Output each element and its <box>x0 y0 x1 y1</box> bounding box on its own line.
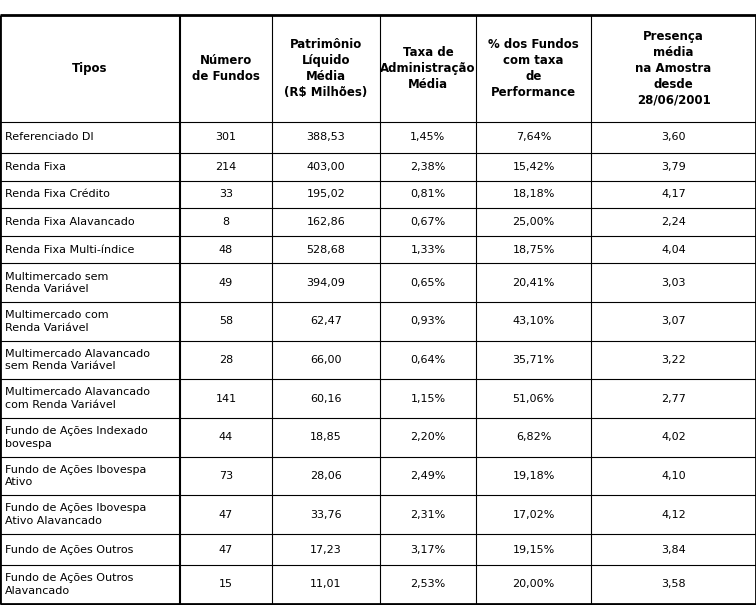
Text: 73: 73 <box>219 471 233 481</box>
Text: 0,64%: 0,64% <box>411 355 445 365</box>
Text: Renda Fixa Alavancado: Renda Fixa Alavancado <box>5 217 134 227</box>
Text: Número
de Fundos: Número de Fundos <box>192 54 260 83</box>
Text: 1,33%: 1,33% <box>411 244 445 255</box>
Text: 6,82%: 6,82% <box>516 433 551 442</box>
Text: 4,12: 4,12 <box>662 509 686 520</box>
Text: 17,02%: 17,02% <box>513 509 555 520</box>
Text: 66,00: 66,00 <box>310 355 342 365</box>
Text: 3,03: 3,03 <box>662 278 686 288</box>
Text: 301: 301 <box>215 132 237 142</box>
Text: 20,41%: 20,41% <box>513 278 555 288</box>
Text: 1,45%: 1,45% <box>411 132 445 142</box>
Text: 4,17: 4,17 <box>662 189 686 200</box>
Text: 394,09: 394,09 <box>306 278 345 288</box>
Text: Multimercado Alavancado
sem Renda Variável: Multimercado Alavancado sem Renda Variáv… <box>5 349 150 371</box>
Text: 18,85: 18,85 <box>310 433 342 442</box>
Text: 0,65%: 0,65% <box>411 278 445 288</box>
Text: Taxa de
Administração
Média: Taxa de Administração Média <box>380 46 476 91</box>
Text: 3,58: 3,58 <box>662 580 686 589</box>
Text: Tipos: Tipos <box>73 62 107 75</box>
Text: 47: 47 <box>219 509 233 520</box>
Text: 2,38%: 2,38% <box>411 162 445 172</box>
Text: Fundo de Ações Outros: Fundo de Ações Outros <box>5 544 133 555</box>
Text: Renda Fixa Crédito: Renda Fixa Crédito <box>5 189 110 200</box>
Text: Multimercado Alavancado
com Renda Variável: Multimercado Alavancado com Renda Variáv… <box>5 387 150 410</box>
Text: 19,18%: 19,18% <box>513 471 555 481</box>
Text: 3,17%: 3,17% <box>411 544 445 555</box>
Text: 3,84: 3,84 <box>662 544 686 555</box>
Text: 3,07: 3,07 <box>662 316 686 327</box>
Text: 33: 33 <box>219 189 233 200</box>
Text: 35,71%: 35,71% <box>513 355 555 365</box>
Text: 3,60: 3,60 <box>662 132 686 142</box>
Text: 528,68: 528,68 <box>306 244 345 255</box>
Text: 15: 15 <box>219 580 233 589</box>
Text: 28: 28 <box>219 355 233 365</box>
Text: 62,47: 62,47 <box>310 316 342 327</box>
Text: 11,01: 11,01 <box>310 580 342 589</box>
Text: Patrimônio
Líquido
Média
(R$ Milhões): Patrimônio Líquido Média (R$ Milhões) <box>284 38 367 99</box>
Text: 2,20%: 2,20% <box>411 433 445 442</box>
Text: 2,53%: 2,53% <box>411 580 445 589</box>
Text: 7,64%: 7,64% <box>516 132 551 142</box>
Text: 388,53: 388,53 <box>306 132 345 142</box>
Text: 1,15%: 1,15% <box>411 394 445 404</box>
Text: Fundo de Ações Ibovespa
Ativo: Fundo de Ações Ibovespa Ativo <box>5 465 146 487</box>
Text: 15,42%: 15,42% <box>513 162 555 172</box>
Text: 3,22: 3,22 <box>662 355 686 365</box>
Text: 403,00: 403,00 <box>306 162 345 172</box>
Text: 18,75%: 18,75% <box>513 244 555 255</box>
Text: 51,06%: 51,06% <box>513 394 555 404</box>
Text: 2,77: 2,77 <box>662 394 686 404</box>
Text: 43,10%: 43,10% <box>513 316 555 327</box>
Text: 60,16: 60,16 <box>310 394 342 404</box>
Text: 162,86: 162,86 <box>306 217 345 227</box>
Text: 195,02: 195,02 <box>306 189 345 200</box>
Text: 48: 48 <box>219 244 233 255</box>
Text: 17,23: 17,23 <box>310 544 342 555</box>
Text: 2,49%: 2,49% <box>411 471 445 481</box>
Text: Renda Fixa: Renda Fixa <box>5 162 66 172</box>
Text: % dos Fundos
com taxa
de
Performance: % dos Fundos com taxa de Performance <box>488 38 579 99</box>
Text: 4,10: 4,10 <box>662 471 686 481</box>
Text: 4,04: 4,04 <box>662 244 686 255</box>
Text: 2,24: 2,24 <box>662 217 686 227</box>
Text: 47: 47 <box>219 544 233 555</box>
Text: Multimercado com
Renda Variável: Multimercado com Renda Variável <box>5 310 108 333</box>
Text: Fundo de Ações Ibovespa
Ativo Alavancado: Fundo de Ações Ibovespa Ativo Alavancado <box>5 503 146 526</box>
Text: 3,79: 3,79 <box>662 162 686 172</box>
Text: 49: 49 <box>219 278 233 288</box>
Text: 0,93%: 0,93% <box>411 316 445 327</box>
Text: Referenciado DI: Referenciado DI <box>5 132 93 142</box>
Text: 214: 214 <box>215 162 237 172</box>
Text: 44: 44 <box>219 433 233 442</box>
Text: 0,81%: 0,81% <box>411 189 445 200</box>
Text: 33,76: 33,76 <box>310 509 342 520</box>
Text: 8: 8 <box>222 217 230 227</box>
Text: 0,67%: 0,67% <box>411 217 445 227</box>
Text: 20,00%: 20,00% <box>513 580 555 589</box>
Text: 19,15%: 19,15% <box>513 544 555 555</box>
Text: 25,00%: 25,00% <box>513 217 555 227</box>
Text: 18,18%: 18,18% <box>513 189 555 200</box>
Text: 28,06: 28,06 <box>310 471 342 481</box>
Text: Multimercado sem
Renda Variável: Multimercado sem Renda Variável <box>5 272 108 294</box>
Text: Fundo de Ações Outros
Alavancado: Fundo de Ações Outros Alavancado <box>5 574 133 596</box>
Text: 141: 141 <box>215 394 237 404</box>
Text: Renda Fixa Multi-índice: Renda Fixa Multi-índice <box>5 244 134 255</box>
Text: Presença
média
na Amostra
desde
28/06/2001: Presença média na Amostra desde 28/06/20… <box>636 30 711 107</box>
Text: Fundo de Ações Indexado
bovespa: Fundo de Ações Indexado bovespa <box>5 426 147 448</box>
Text: 2,31%: 2,31% <box>411 509 445 520</box>
Text: 58: 58 <box>219 316 233 327</box>
Text: 4,02: 4,02 <box>662 433 686 442</box>
